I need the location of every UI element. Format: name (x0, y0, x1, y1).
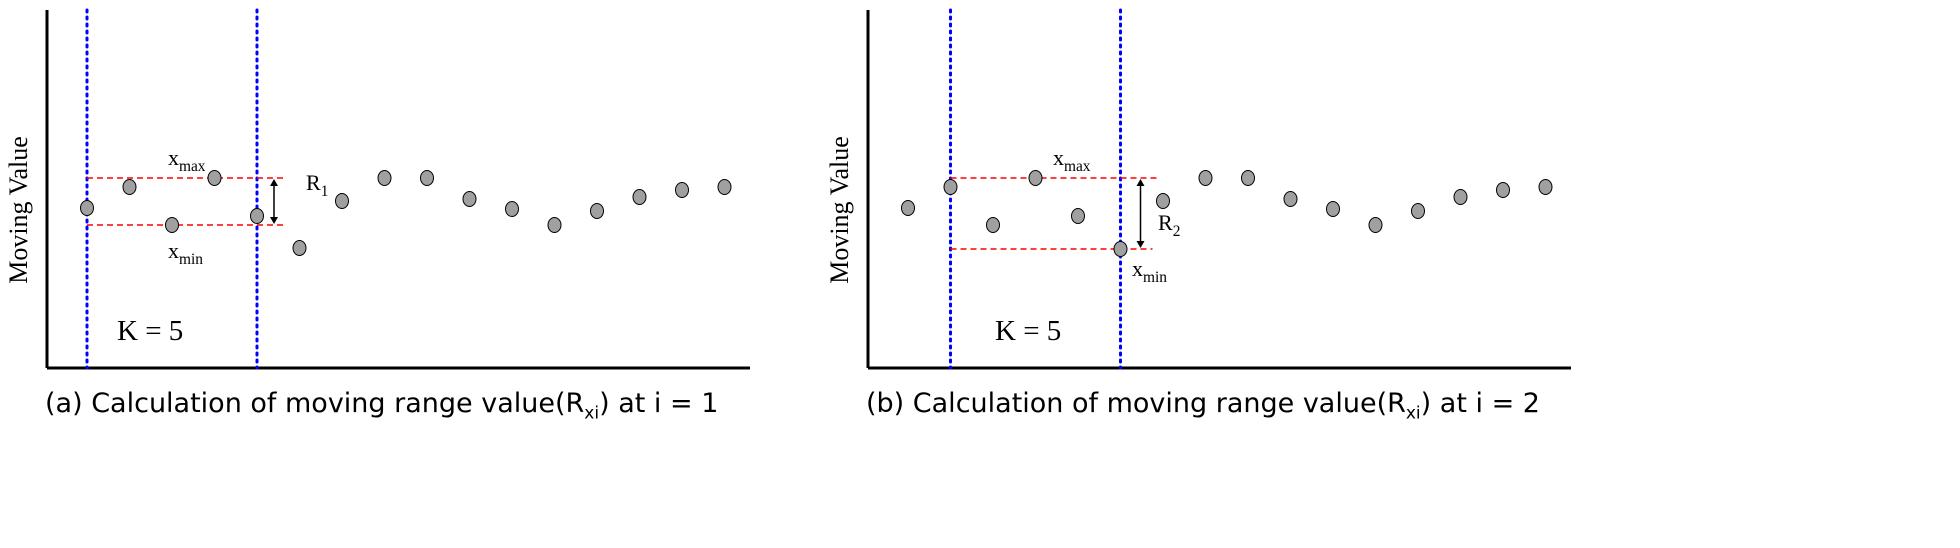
data-point (1453, 189, 1468, 205)
arrow-head-down (1136, 241, 1145, 248)
data-point (1028, 170, 1043, 186)
data-point (165, 217, 179, 233)
data-point (1496, 182, 1510, 198)
data-point (943, 179, 958, 195)
data-point (1113, 241, 1128, 257)
data-point (632, 189, 647, 205)
data-point (335, 193, 349, 209)
data-point (122, 179, 137, 195)
xmax-label: xmax (1053, 145, 1091, 175)
range-label: R1 (306, 170, 328, 200)
caption-b: (b) Calculation of moving range value(Rx… (866, 388, 1540, 424)
data-point (1198, 170, 1213, 186)
data-point (377, 170, 392, 186)
data-point (420, 170, 434, 186)
window-size-label: K = 5 (117, 315, 183, 347)
data-point (1368, 217, 1383, 233)
data-point (1411, 203, 1425, 219)
data-point (207, 170, 222, 186)
data-point (1283, 191, 1298, 207)
data-point (1071, 208, 1085, 224)
y-axis-label: Moving Value (825, 136, 854, 284)
data-point (292, 240, 307, 256)
data-point (986, 217, 1000, 233)
caption-a: (a) Calculation of moving range value(Rx… (45, 388, 719, 424)
data-point (547, 217, 562, 233)
data-point (717, 179, 732, 195)
data-point (901, 200, 915, 216)
data-point (1538, 179, 1553, 195)
xmin-label: xmin (168, 238, 203, 268)
data-point (590, 203, 604, 219)
data-point (80, 200, 94, 216)
range-label: R2 (1158, 210, 1180, 240)
arrow-head-down (270, 217, 278, 224)
arrow-head-up (1136, 179, 1145, 186)
data-point (1241, 170, 1255, 186)
data-point (462, 191, 477, 207)
data-point (1156, 193, 1170, 209)
panel-a: Moving Value K = 5 (4, 8, 750, 370)
arrow-head-up (270, 179, 278, 186)
data-point (250, 208, 264, 224)
data-point (1326, 201, 1340, 217)
xmin-label: xmin (1132, 256, 1167, 286)
window-size-label: K = 5 (995, 315, 1061, 347)
xmax-label: xmax (168, 145, 206, 175)
panel-b: Moving Value K = 5 (825, 8, 1571, 370)
data-point (675, 182, 689, 198)
y-axis-label: Moving Value (4, 136, 33, 284)
data-point (505, 201, 519, 217)
